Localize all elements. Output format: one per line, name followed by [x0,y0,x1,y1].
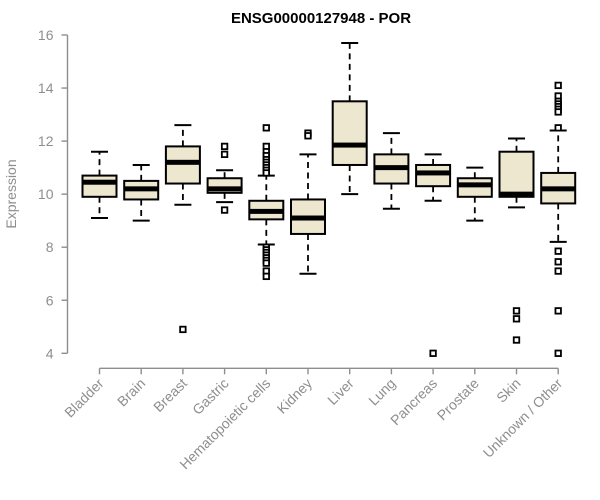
outlier-marker [554,267,562,275]
x-tick-label-liver: Liver [324,375,357,408]
outlier-marker [554,349,562,357]
y-tick-label: 10 [38,186,54,202]
outlier-marker [554,247,562,255]
outlier-marker [262,124,270,132]
iqr-box [81,174,118,198]
x-tick-label-unknown-other: Unknown / Other [480,375,566,461]
y-tick-label: 12 [38,133,54,149]
outlier-marker [512,307,521,315]
outlier-marker [220,150,229,159]
box-group-lung [373,132,410,210]
y-tick-label: 8 [46,239,54,255]
median-line [457,182,492,188]
box-group-prostate [456,166,493,222]
iqr-box [331,100,368,166]
median-line [416,170,451,176]
x-tick-label-skin: Skin [493,375,524,406]
x-tick-label-bladder: Bladder [61,375,107,421]
median-line [82,179,117,185]
outlier-marker [512,336,521,344]
outlier-marker [262,272,270,281]
median-line [124,186,159,192]
median-line [249,208,284,214]
box-group-breast [164,124,201,334]
x-tick-label-brain: Brain [114,375,148,409]
box-group-bladder [81,150,118,220]
outlier-marker [554,108,562,116]
outlier-marker [262,259,270,267]
y-tick-label: 6 [46,292,54,308]
y-axis: 4 6 8 10 12 14 16 [38,27,69,361]
box-group-liver [331,41,368,196]
outlier-marker [554,307,562,315]
outlier-marker [220,142,229,151]
median-line [374,165,409,171]
median-line [165,159,200,165]
y-axis-title: Expression [3,159,19,228]
x-tick-label-kidney: Kidney [274,375,316,417]
x-tick-label-breast: Breast [150,375,190,415]
y-tick-label: 14 [38,80,54,96]
box-group-unknown-other [540,81,577,357]
outlier-marker [220,206,229,214]
y-tick-label: 4 [46,345,54,361]
outlier-marker [429,349,437,357]
box-group-gastric [206,142,243,214]
outlier-marker [304,132,312,140]
chart-title: ENSG00000127948 - POR [231,10,411,27]
box-group-hematopoietic-cells [248,124,285,281]
box-group-pancreas [415,153,452,357]
outlier-marker [179,325,187,334]
outlier-marker [554,258,562,266]
outlier-marker [262,169,270,177]
median-line [207,186,242,192]
median-line [499,191,534,197]
iqr-box [498,150,535,198]
median-line [291,215,325,221]
outlier-marker [554,124,562,132]
box-group-skin [498,137,535,344]
x-tick-label-prostate: Prostate [434,375,482,423]
iqr-box [456,177,493,198]
median-line [541,186,576,192]
x-tick-label-lung: Lung [365,375,398,408]
plot-area: 4 6 8 10 12 14 16 Bladder Brain Breast GastricHema… [38,27,577,472]
outlier-marker [554,81,562,90]
box-group-brain [123,163,160,222]
iqr-box [415,163,452,188]
outlier-marker [512,315,521,323]
iqr-box [164,145,201,185]
median-line [332,142,367,148]
y-tick-label: 16 [38,27,54,43]
box-group-kidney [290,129,326,275]
